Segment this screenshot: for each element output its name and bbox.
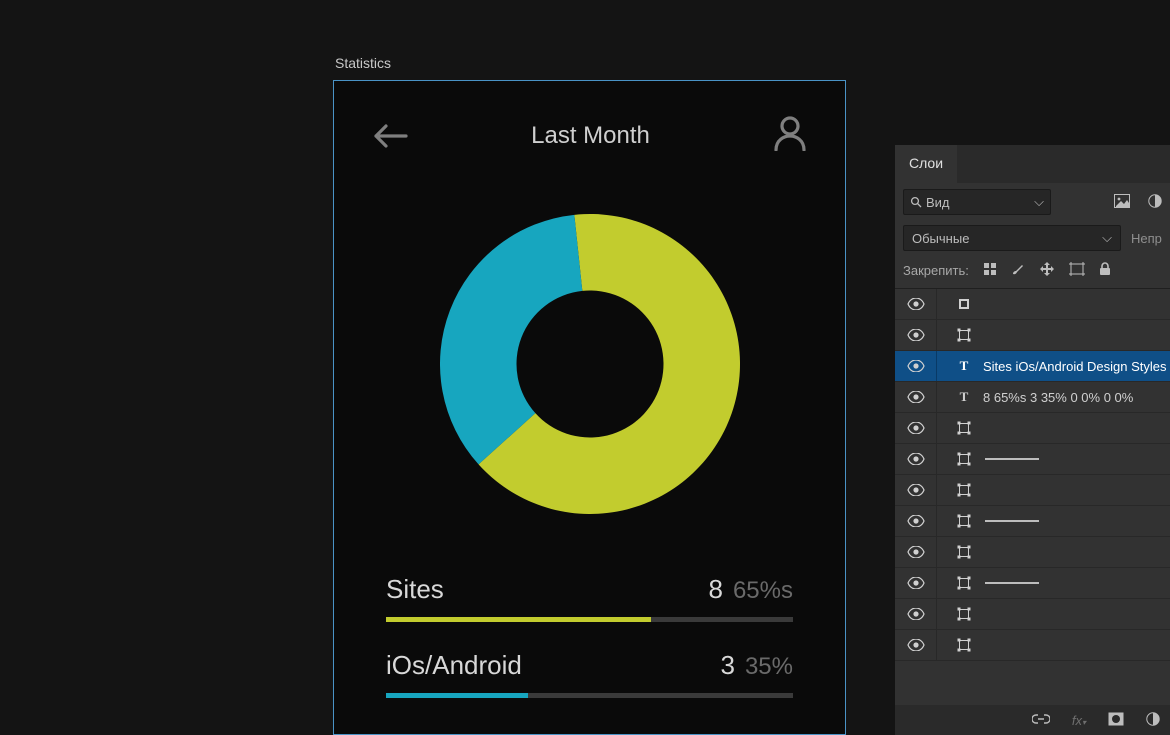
shape-layer-icon bbox=[955, 328, 973, 342]
adjustment-layer-icon[interactable] bbox=[1146, 712, 1160, 729]
stat-count: 3 bbox=[720, 650, 734, 681]
lock-brush-icon[interactable] bbox=[1011, 262, 1025, 279]
stat-row: iOs/Android 3 35% bbox=[386, 650, 793, 681]
layer-row[interactable] bbox=[895, 413, 1170, 444]
layer-visibility-toggle[interactable] bbox=[895, 289, 937, 319]
chevron-down-icon: ⌵ bbox=[1102, 230, 1112, 246]
shape-layer-icon bbox=[955, 545, 973, 559]
layer-thumb-line bbox=[985, 520, 1039, 522]
layer-row[interactable]: T Sites iOs/Android Design Styles bbox=[895, 351, 1170, 382]
layer-list: T Sites iOs/Android Design Styles T 8 65%s … bbox=[895, 288, 1170, 661]
layer-row[interactable] bbox=[895, 568, 1170, 599]
stat-percent: 35% bbox=[745, 653, 793, 681]
lock-row: Закрепить: bbox=[895, 259, 1170, 288]
layer-filter-label: Вид bbox=[926, 195, 1034, 210]
shape-layer-icon bbox=[955, 421, 973, 435]
layer-thumb-line bbox=[985, 458, 1039, 460]
chevron-down-icon: ⌵ bbox=[1034, 194, 1044, 210]
filter-image-icon[interactable] bbox=[1114, 194, 1130, 211]
profile-icon[interactable] bbox=[773, 115, 807, 156]
layer-visibility-toggle[interactable] bbox=[895, 630, 937, 660]
layer-visibility-toggle[interactable] bbox=[895, 351, 937, 381]
shape-layer-icon bbox=[955, 483, 973, 497]
lock-label: Закрепить: bbox=[903, 263, 969, 278]
layer-name: 8 65%s 3 35% 0 0% 0 0% bbox=[983, 390, 1133, 405]
link-layers-icon[interactable] bbox=[1032, 713, 1050, 728]
panel-tab-bar: Слои bbox=[895, 145, 1170, 183]
layer-row[interactable] bbox=[895, 630, 1170, 661]
stat-count: 8 bbox=[708, 574, 722, 605]
stat-label: iOs/Android bbox=[386, 650, 522, 681]
stat-row: Sites 8 65%s bbox=[386, 574, 793, 605]
layer-filter-select[interactable]: Вид ⌵ bbox=[903, 189, 1051, 215]
shape-layer-icon bbox=[955, 638, 973, 652]
shape-layer-icon bbox=[955, 576, 973, 590]
layer-row[interactable] bbox=[895, 506, 1170, 537]
layer-visibility-toggle[interactable] bbox=[895, 537, 937, 567]
donut-chart bbox=[334, 214, 845, 514]
statistics-artboard: Last Month Sites 8 65%s iOs/Android 3 35% bbox=[333, 80, 846, 735]
text-layer-icon: T bbox=[955, 358, 973, 374]
layers-tab[interactable]: Слои bbox=[895, 145, 957, 183]
layer-row[interactable] bbox=[895, 537, 1170, 568]
layer-name: Sites iOs/Android Design Styles bbox=[983, 359, 1167, 374]
stat-bar-fill bbox=[386, 693, 528, 698]
panel-footer: fx▾ bbox=[895, 705, 1170, 735]
lock-all-icon[interactable] bbox=[1099, 262, 1111, 279]
blend-mode-value: Обычные bbox=[912, 231, 969, 246]
fx-icon[interactable]: fx▾ bbox=[1072, 713, 1086, 728]
mask-icon[interactable] bbox=[1108, 712, 1124, 729]
layer-visibility-toggle[interactable] bbox=[895, 320, 937, 350]
layer-visibility-toggle[interactable] bbox=[895, 413, 937, 443]
lock-artboard-icon[interactable] bbox=[1069, 262, 1085, 279]
text-layer-icon: T bbox=[955, 389, 973, 405]
shape-layer-icon bbox=[955, 452, 973, 466]
layer-visibility-toggle[interactable] bbox=[895, 382, 937, 412]
layer-visibility-toggle[interactable] bbox=[895, 599, 937, 629]
stat-label: Sites bbox=[386, 574, 444, 605]
stat-bar-track bbox=[386, 693, 793, 698]
stat-percent: 65%s bbox=[733, 577, 793, 605]
layer-row[interactable] bbox=[895, 599, 1170, 630]
stats-list: Sites 8 65%s iOs/Android 3 35% bbox=[334, 574, 845, 698]
back-arrow-icon[interactable] bbox=[372, 122, 408, 150]
layer-row[interactable]: T 8 65%s 3 35% 0 0% 0 0% bbox=[895, 382, 1170, 413]
layer-row[interactable] bbox=[895, 444, 1170, 475]
artboard-label: Statistics bbox=[335, 55, 391, 71]
blend-mode-select[interactable]: Обычные ⌵ bbox=[903, 225, 1121, 251]
lock-pixels-icon[interactable] bbox=[983, 262, 997, 279]
screen-header: Last Month bbox=[334, 81, 845, 184]
stat-bar-track bbox=[386, 617, 793, 622]
opacity-label: Непр bbox=[1131, 231, 1162, 246]
layer-visibility-toggle[interactable] bbox=[895, 568, 937, 598]
lock-position-icon[interactable] bbox=[1039, 261, 1055, 280]
shape-layer-icon bbox=[955, 514, 973, 528]
layer-visibility-toggle[interactable] bbox=[895, 444, 937, 474]
layers-panel: Слои Вид ⌵ Обычные ⌵ Непр Закрепить: bbox=[895, 145, 1170, 735]
layer-row[interactable] bbox=[895, 475, 1170, 506]
layer-thumb-line bbox=[985, 582, 1039, 584]
layer-visibility-toggle[interactable] bbox=[895, 475, 937, 505]
screen-title: Last Month bbox=[531, 122, 650, 150]
layer-visibility-toggle[interactable] bbox=[895, 506, 937, 536]
artboard-layer-icon bbox=[955, 297, 973, 311]
filter-adjust-icon[interactable] bbox=[1148, 194, 1162, 211]
layer-row[interactable] bbox=[895, 320, 1170, 351]
shape-layer-icon bbox=[955, 607, 973, 621]
donut-slice bbox=[440, 215, 582, 465]
stat-bar-fill bbox=[386, 617, 651, 622]
layer-row[interactable] bbox=[895, 289, 1170, 320]
